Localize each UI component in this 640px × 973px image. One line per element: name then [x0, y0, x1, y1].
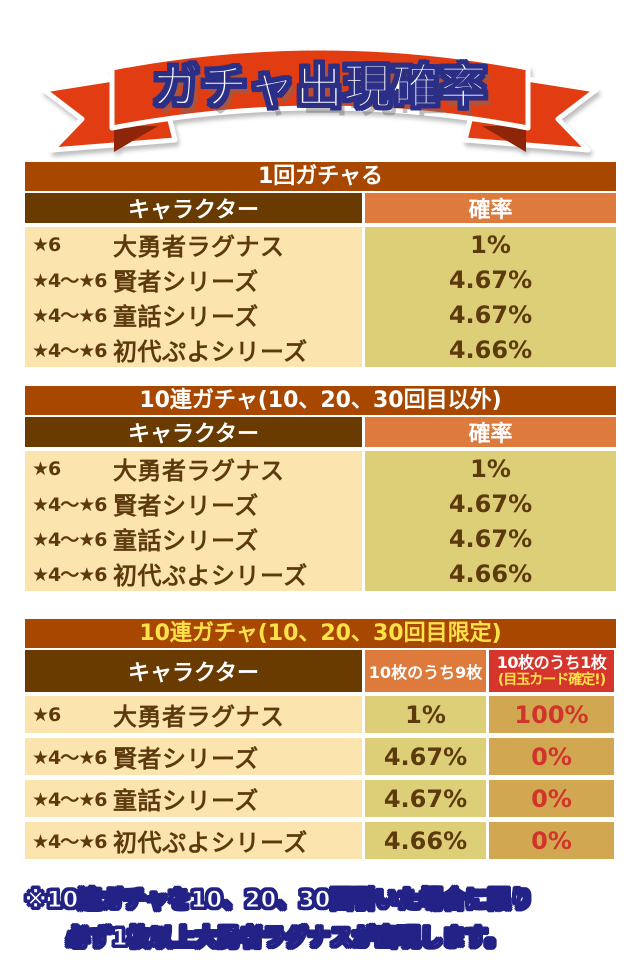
- ribbon-banner: ガチャ出現確率: [0, 0, 640, 162]
- character-name: 初代ぷよシリーズ: [113, 829, 308, 857]
- character-name: 童話シリーズ: [113, 527, 259, 555]
- character-cell: ★4～★6 童話シリーズ: [25, 780, 362, 817]
- table-row: ★4～★6 賢者シリーズ 4.67%: [25, 486, 616, 521]
- column-header-character: キャラクター: [25, 417, 362, 447]
- rate-cell: 4.67%: [365, 297, 616, 332]
- character-cell: ★4～★6 童話シリーズ: [25, 297, 362, 332]
- rate-one-cell: 0%: [489, 738, 614, 775]
- table-single-pull: 1回ガチャる キャラクター 確率 ★6 大勇者ラグナス 1% ★4～★6 賢者シ…: [25, 162, 616, 367]
- character-name: 童話シリーズ: [113, 787, 259, 815]
- character-name: 大勇者ラグナス: [113, 233, 285, 261]
- star-rank: ★4～★6: [32, 831, 108, 853]
- column-header-one-of-ten: 10枚のうち1枚 (目玉カード確定!): [489, 650, 614, 692]
- table-row: ★6 大勇者ラグナス 1%: [25, 227, 616, 262]
- table-row: ★4～★6 賢者シリーズ 4.67% 0%: [25, 738, 616, 775]
- character-cell: ★6 大勇者ラグナス: [25, 227, 362, 262]
- character-cell: ★6 大勇者ラグナス: [25, 451, 362, 486]
- rate-nine-cell: 4.67%: [365, 738, 486, 775]
- rate-nine-cell: 1%: [365, 696, 486, 733]
- rate-one-cell: 100%: [489, 696, 614, 733]
- table-ten-pull-limited: 10連ガチャ(10、20、30回目限定) キャラクター 10枚のうち9枚 10枚…: [25, 619, 616, 859]
- character-cell: ★4～★6 初代ぷよシリーズ: [25, 822, 362, 859]
- table-row: ★4～★6 初代ぷよシリーズ 4.66%: [25, 556, 616, 591]
- table-title: 1回ガチャる: [25, 162, 616, 191]
- column-header-rate: 確率: [365, 193, 616, 223]
- character-cell: ★4～★6 童話シリーズ: [25, 521, 362, 556]
- column-header-one-of-ten-line2: (目玉カード確定!): [497, 672, 606, 689]
- footnote: ※10連ガチャを10、20、30回引いた場合に限り 必ず1枚以上大勇者ラグナスが…: [25, 882, 640, 958]
- rate-cell: 1%: [365, 451, 616, 486]
- footnote-line1: ※10連ガチャを10、20、30回引いた場合に限り: [25, 888, 534, 914]
- table-ten-pull-normal: 10連ガチャ(10、20、30回目以外) キャラクター 確率 ★6 大勇者ラグナ…: [25, 386, 616, 591]
- character-name: 初代ぷよシリーズ: [113, 338, 308, 366]
- star-rank: ★4～★6: [32, 789, 108, 811]
- ribbon-graphic: [41, 45, 599, 153]
- column-header-one-of-ten-line1: 10枚のうち1枚: [496, 652, 607, 672]
- star-rank: ★4～★6: [32, 270, 108, 292]
- table-row: ★6 大勇者ラグナス 1%: [25, 451, 616, 486]
- rate-one-cell: 0%: [489, 780, 614, 817]
- character-name: 大勇者ラグナス: [113, 703, 285, 731]
- character-cell: ★6 大勇者ラグナス: [25, 696, 362, 733]
- column-header-rate: 確率: [365, 417, 616, 447]
- column-header-character: キャラクター: [25, 193, 362, 223]
- footnote-line2: 必ず1枚以上大勇者ラグナスが出現します。: [67, 926, 509, 952]
- rate-nine-cell: 4.67%: [365, 780, 486, 817]
- rate-cell: 4.67%: [365, 486, 616, 521]
- rate-cell: 4.66%: [365, 556, 616, 591]
- banner-title: ガチャ出現確率: [152, 60, 488, 116]
- star-rank: ★4～★6: [32, 494, 108, 516]
- character-cell: ★4～★6 賢者シリーズ: [25, 262, 362, 297]
- table-header-row: キャラクター 確率: [25, 193, 616, 223]
- character-name: 大勇者ラグナス: [113, 457, 285, 485]
- column-header-nine-of-ten: 10枚のうち9枚: [365, 650, 486, 692]
- rate-cell: 4.66%: [365, 332, 616, 367]
- rate-nine-cell: 4.66%: [365, 822, 486, 859]
- table-row: ★4～★6 初代ぷよシリーズ 4.66% 0%: [25, 822, 616, 859]
- table-header-row: キャラクター 確率: [25, 417, 616, 447]
- character-name: 賢者シリーズ: [113, 492, 259, 520]
- character-name: 賢者シリーズ: [113, 745, 259, 773]
- table-title: 10連ガチャ(10、20、30回目以外): [25, 386, 616, 415]
- rate-cell: 1%: [365, 227, 616, 262]
- table-row: ★4～★6 童話シリーズ 4.67%: [25, 521, 616, 556]
- character-name: 初代ぷよシリーズ: [113, 562, 308, 590]
- character-cell: ★4～★6 賢者シリーズ: [25, 738, 362, 775]
- star-rank: ★4～★6: [32, 305, 108, 327]
- star-rank: ★4～★6: [32, 529, 108, 551]
- table-title: 10連ガチャ(10、20、30回目限定): [25, 619, 616, 648]
- table-row: ★4～★6 賢者シリーズ 4.67%: [25, 262, 616, 297]
- rate-one-cell: 0%: [489, 822, 614, 859]
- table-row: ★6 大勇者ラグナス 1% 100%: [25, 696, 616, 733]
- table-header-row: キャラクター 10枚のうち9枚 10枚のうち1枚 (目玉カード確定!): [25, 650, 616, 692]
- character-cell: ★4～★6 賢者シリーズ: [25, 486, 362, 521]
- star-rank: ★4～★6: [32, 340, 108, 362]
- star-rank: ★6: [32, 233, 61, 256]
- column-header-character: キャラクター: [25, 650, 362, 692]
- table-row: ★4～★6 童話シリーズ 4.67%: [25, 297, 616, 332]
- star-rank: ★4～★6: [32, 564, 108, 586]
- star-rank: ★4～★6: [32, 747, 108, 769]
- rate-cell: 4.67%: [365, 521, 616, 556]
- character-name: 童話シリーズ: [113, 303, 259, 331]
- star-rank: ★6: [32, 457, 61, 480]
- character-name: 賢者シリーズ: [113, 268, 259, 296]
- rate-cell: 4.67%: [365, 262, 616, 297]
- table-row: ★4～★6 初代ぷよシリーズ 4.66%: [25, 332, 616, 367]
- table-row: ★4～★6 童話シリーズ 4.67% 0%: [25, 780, 616, 817]
- character-cell: ★4～★6 初代ぷよシリーズ: [25, 556, 362, 591]
- star-rank: ★6: [32, 703, 61, 726]
- character-cell: ★4～★6 初代ぷよシリーズ: [25, 332, 362, 367]
